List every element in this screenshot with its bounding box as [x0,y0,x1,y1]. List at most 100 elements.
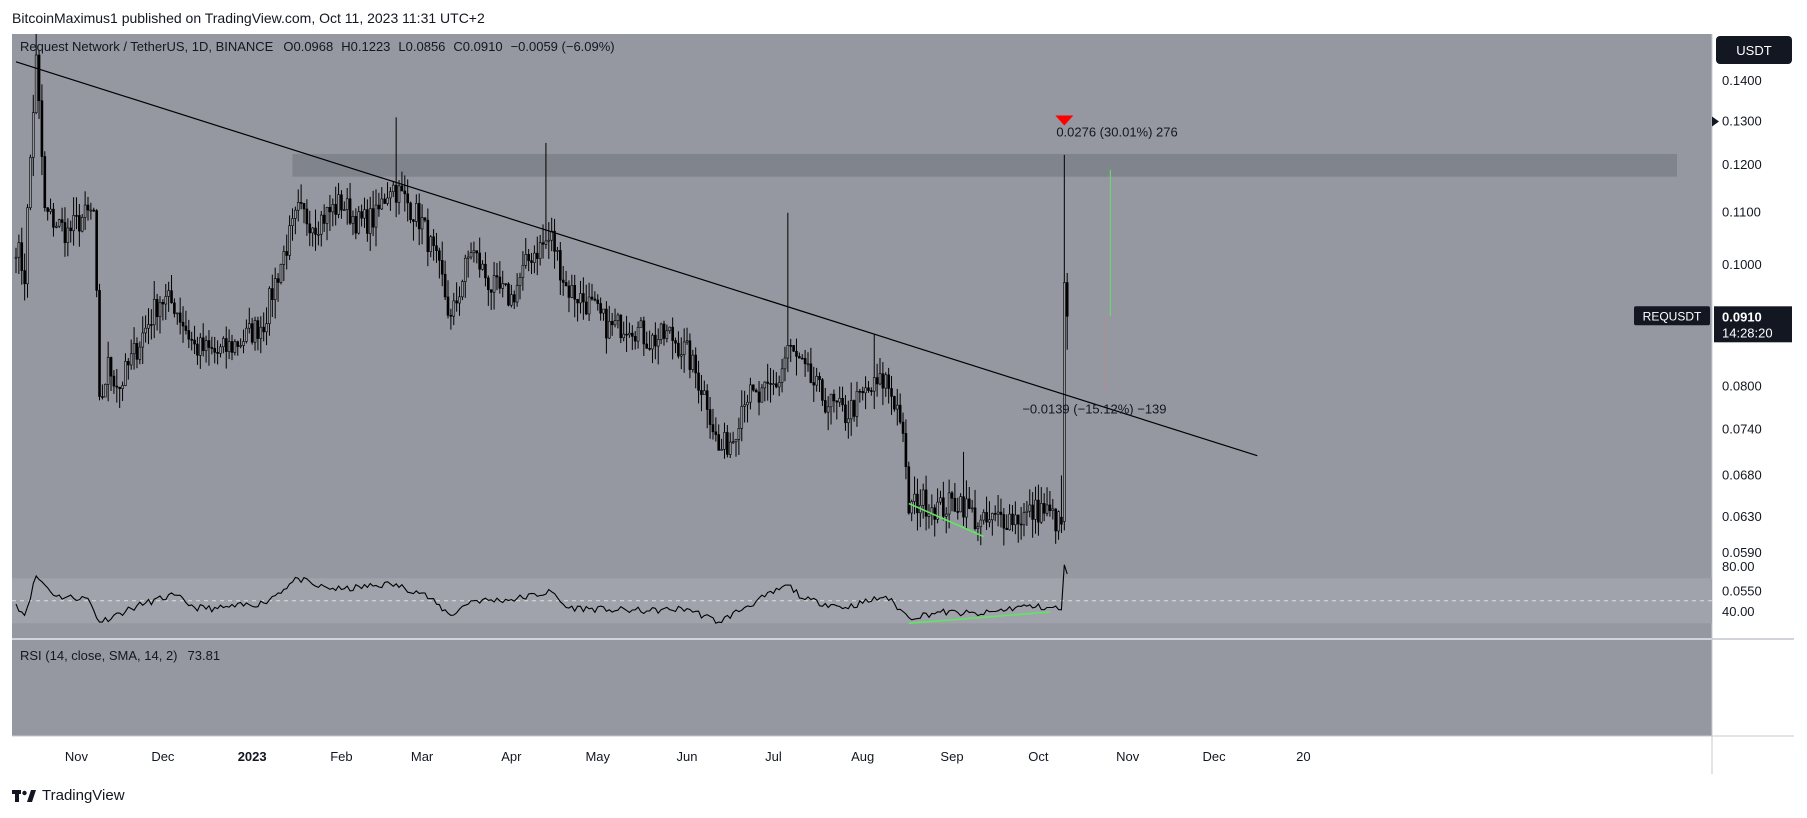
candle-body[interactable] [210,347,214,349]
candle-body[interactable] [1037,499,1040,523]
candle-body[interactable] [397,185,401,203]
candle-body[interactable] [311,227,314,234]
candle-body[interactable] [319,214,323,235]
candle-body[interactable] [510,294,513,306]
candle-body[interactable] [743,404,746,407]
candle-body[interactable] [858,390,862,393]
candle-body[interactable] [288,225,291,256]
candle-body[interactable] [236,341,240,347]
candle-body[interactable] [881,373,885,389]
candle-body[interactable] [334,204,337,215]
candle-body[interactable] [907,466,911,514]
candle-body[interactable] [838,398,841,403]
candle-body[interactable] [671,326,674,341]
candle-body[interactable] [576,298,579,304]
candle-body[interactable] [818,375,821,381]
candle-body[interactable] [351,216,355,224]
candle-body[interactable] [224,338,228,352]
candle-body[interactable] [775,383,778,388]
candle-body[interactable] [631,332,634,337]
candle-body[interactable] [219,346,222,354]
candle-body[interactable] [708,409,712,425]
candle-body[interactable] [371,208,375,228]
candle-body[interactable] [605,308,608,339]
rsi-line[interactable] [15,564,1068,624]
candle-body[interactable] [521,264,525,278]
candle-body[interactable] [37,54,41,102]
candle-body[interactable] [691,354,695,370]
candle-body[interactable] [789,345,793,347]
candle-body[interactable] [1065,282,1069,317]
candle-body[interactable] [432,236,435,247]
candle-body[interactable] [665,330,669,339]
candle-body[interactable] [86,204,90,211]
candle-body[interactable] [685,340,689,343]
candle-body[interactable] [29,157,32,209]
candle-body[interactable] [619,314,623,339]
rsi-pane[interactable] [12,640,1712,736]
candle-body[interactable] [751,384,755,391]
candle-body[interactable] [363,209,366,219]
candle-body[interactable] [982,512,985,521]
candle-body[interactable] [533,252,536,263]
candle-body[interactable] [996,511,1000,515]
candle-body[interactable] [694,354,697,374]
candle-body[interactable] [412,219,415,222]
candle-body[interactable] [455,300,458,304]
candle-body[interactable] [201,337,205,352]
candle-body[interactable] [798,356,801,359]
candle-body[interactable] [636,327,640,342]
candle-body[interactable] [187,330,191,340]
resistance-zone[interactable] [292,153,1678,177]
candle-body[interactable] [740,406,744,429]
candle-body[interactable] [167,290,170,297]
candle-body[interactable] [530,260,533,263]
candle-body[interactable] [242,341,245,346]
candle-body[interactable] [821,379,824,401]
candle-body[interactable] [135,343,139,360]
candle-body[interactable] [950,492,954,499]
candle-body[interactable] [1045,504,1049,514]
candle-body[interactable] [63,222,67,244]
candle-body[interactable] [322,214,326,224]
candle-body[interactable] [118,386,121,389]
candle-body[interactable] [959,496,962,513]
candle-body[interactable] [501,283,505,289]
candle-body[interactable] [651,334,654,350]
candle-body[interactable] [262,326,265,333]
candle-body[interactable] [141,332,145,348]
candle-body[interactable] [639,320,643,328]
candle-body[interactable] [677,342,680,357]
candle-body[interactable] [567,285,571,298]
candle-body[interactable] [878,373,882,385]
candle-body[interactable] [746,401,749,406]
candle-body[interactable] [173,302,176,314]
candle-body[interactable] [855,390,859,417]
candle-body[interactable] [1054,508,1057,532]
candle-body[interactable] [394,184,398,203]
candle-body[interactable] [492,275,496,293]
candle-body[interactable] [75,215,78,217]
candle-body[interactable] [253,320,257,343]
candle-body[interactable] [415,203,418,222]
candle-body[interactable] [213,348,217,353]
candle-body[interactable] [92,209,96,212]
candle-body[interactable] [766,381,769,384]
candle-body[interactable] [1008,513,1011,531]
candle-body[interactable] [973,507,977,529]
candle-body[interactable] [682,341,686,355]
candle-body[interactable] [40,100,44,157]
candle-body[interactable] [423,217,427,221]
candle-body[interactable] [780,368,784,383]
candle-body[interactable] [305,208,309,225]
candle-body[interactable] [475,250,479,254]
candle-body[interactable] [524,254,528,266]
candle-body[interactable] [199,337,202,356]
candle-body[interactable] [656,339,660,347]
time-axis[interactable] [12,736,1794,774]
candle-body[interactable] [170,290,173,304]
candle-body[interactable] [703,390,706,395]
candle-body[interactable] [717,434,721,451]
candle-body[interactable] [452,300,456,317]
candle-body[interactable] [1016,514,1020,525]
